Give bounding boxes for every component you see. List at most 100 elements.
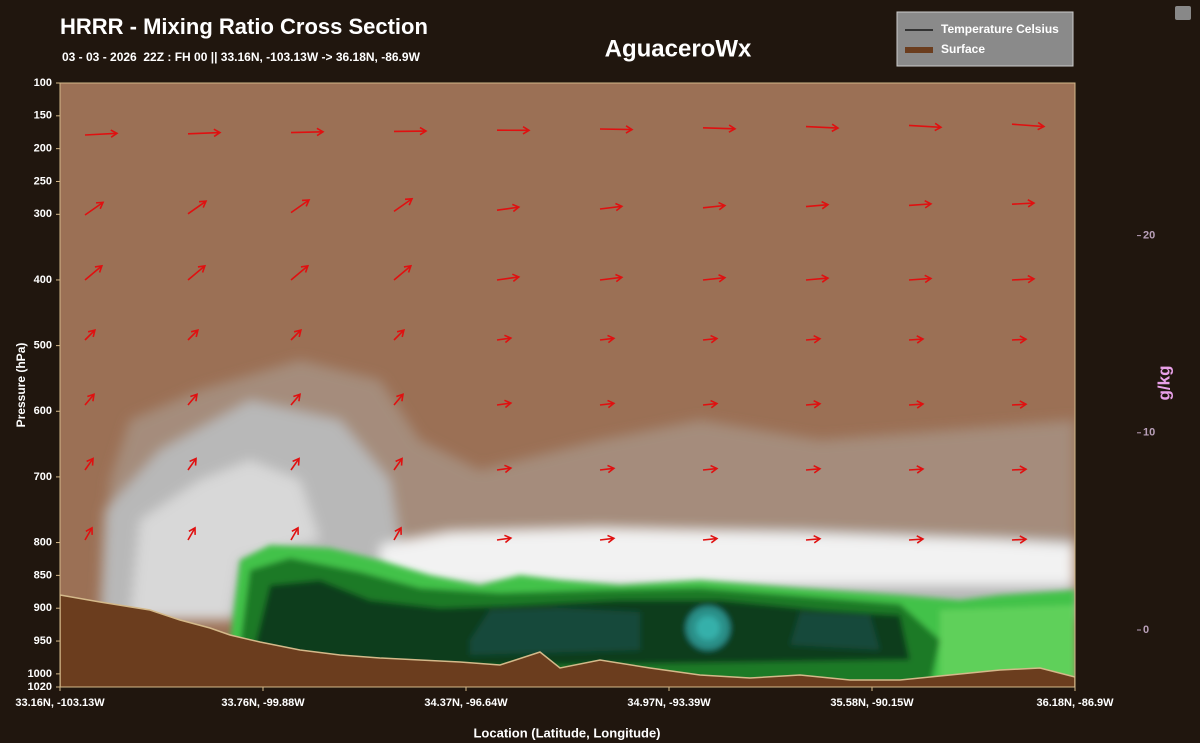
wind-arrow-head: [813, 399, 822, 409]
y-tick-label: 250: [34, 175, 52, 187]
wind-arrow-head: [94, 264, 104, 273]
wind-arrow: [599, 537, 614, 541]
wind-arrow-head: [512, 273, 521, 282]
wind-arrow-head: [813, 334, 822, 344]
wind-arrow-head: [504, 534, 513, 544]
wind-arrow-head: [291, 526, 299, 535]
watermark: AguaceroWx: [605, 35, 752, 62]
wind-arrow: [702, 276, 725, 281]
wind-arrow: [1011, 468, 1027, 471]
y-tick-label: 300: [34, 208, 52, 220]
wind-arrow: [805, 277, 828, 281]
wind-arrow-head: [300, 264, 310, 273]
wind-arrow: [290, 527, 299, 541]
legend-box: [896, 11, 1074, 67]
wind-arrow: [393, 198, 413, 213]
wind-arrow-head: [189, 457, 197, 466]
wind-arrow-head: [821, 274, 830, 283]
wind-arrow: [702, 537, 718, 541]
wind-arrow-head: [198, 200, 208, 208]
wind-arrow: [84, 458, 94, 471]
y-tick-label: 500: [34, 340, 52, 352]
wind-arrow-head: [718, 201, 727, 211]
wind-arrow: [84, 265, 103, 281]
wind-arrow-head: [396, 329, 405, 338]
y-tick-label: 400: [34, 274, 52, 286]
wind-arrow: [702, 127, 736, 130]
wind-arrow: [908, 277, 932, 281]
y-tick-label: 900: [34, 602, 52, 614]
y-axis-label: Pressure (hPa): [14, 343, 28, 428]
wind-arrow-head: [110, 129, 119, 138]
wind-arrow-head: [831, 123, 840, 133]
wind-arrow: [84, 527, 93, 541]
wind-arrow: [187, 458, 197, 471]
wind-arrow: [599, 205, 622, 210]
wind-arrow-head: [615, 202, 624, 212]
wind-arrow: [908, 538, 924, 541]
wind-arrow-head: [522, 125, 531, 135]
wind-arrow: [599, 402, 614, 406]
y-tick-label: 700: [34, 471, 52, 483]
wind-arrow: [84, 201, 104, 216]
wind-arrow: [290, 329, 302, 341]
wind-arrow: [496, 206, 519, 211]
wind-arrow-head: [293, 393, 301, 402]
wind-arrow: [496, 276, 519, 281]
wind-arrow-head: [87, 393, 95, 402]
colorbar-tick-label: 0: [1143, 624, 1149, 636]
x-axis-label: Location (Latitude, Longitude): [473, 725, 660, 740]
wind-arrow-head: [934, 122, 943, 132]
wind-arrow-head: [301, 199, 311, 207]
y-tick-label: 150: [34, 110, 52, 122]
legend-label: Surface: [941, 42, 985, 56]
wind-arrow: [1011, 403, 1027, 406]
wind-arrow: [290, 199, 310, 214]
wind-arrow-head: [1019, 535, 1028, 544]
wind-arrow-head: [710, 464, 719, 474]
wind-arrow-head: [607, 534, 616, 544]
wind-arrow: [187, 329, 199, 341]
wind-arrow-head: [710, 534, 719, 544]
wind-arrow-head: [293, 329, 302, 338]
wind-arrow-head: [916, 465, 925, 474]
wind-arrow-head: [813, 464, 822, 474]
wind-arrow-head: [86, 457, 94, 466]
wind-arrow-head: [188, 526, 196, 535]
colorbar-label: g/kg: [1154, 366, 1173, 401]
y-tick-label: 1020: [28, 681, 52, 693]
wind-arrow-head: [813, 534, 822, 544]
wind-arrow-head: [916, 535, 925, 544]
x-tick-label: 36.18N, -86.9W: [1036, 697, 1114, 709]
wind-arrow-head: [87, 329, 96, 338]
wind-arrow: [599, 128, 633, 131]
wind-arrow: [496, 467, 511, 471]
wind-arrow: [805, 337, 821, 341]
colorbar-tick-label: 10: [1143, 427, 1155, 439]
wind-arrow: [908, 124, 941, 129]
wind-arrow-head: [1019, 335, 1028, 344]
wind-arrow: [496, 402, 511, 406]
camera-icon[interactable]: [1175, 6, 1191, 20]
wind-arrow-head: [615, 273, 624, 283]
wind-arrow-head: [292, 457, 300, 466]
wind-arrow-head: [1019, 400, 1028, 409]
wind-arrow: [393, 393, 404, 406]
x-tick-label: 34.97N, -93.39W: [627, 697, 711, 709]
wind-arrow: [908, 338, 924, 341]
wind-arrow: [187, 200, 207, 215]
wind-arrow-head: [396, 393, 404, 402]
title: HRRR - Mixing Ratio Cross Section: [60, 14, 428, 39]
wind-arrow-head: [504, 399, 513, 409]
wind-arrow: [290, 393, 301, 406]
wind-arrow-head: [607, 464, 616, 474]
wind-arrow-head: [316, 127, 325, 137]
wind-arrow-head: [710, 334, 719, 344]
wind-arrow: [908, 468, 924, 471]
wind-arrow: [290, 131, 324, 134]
wind-arrow: [187, 265, 206, 281]
wind-arrow: [496, 537, 511, 541]
y-tick-label: 950: [34, 635, 52, 647]
wind-arrow: [805, 203, 828, 208]
wind-arrow: [84, 329, 96, 341]
